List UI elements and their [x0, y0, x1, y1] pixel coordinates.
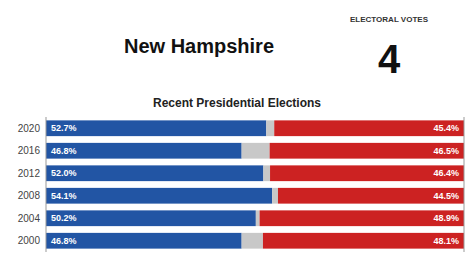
data-label: 52.7%: [51, 123, 77, 133]
data-label: 48.1%: [433, 236, 459, 246]
axis-line: [464, 117, 465, 252]
data-label: 46.8%: [51, 146, 77, 156]
data-label: 52.0%: [51, 168, 77, 178]
tick-label: 2016: [18, 145, 41, 156]
bar-segment: [266, 120, 274, 136]
bar-segment: [46, 120, 266, 136]
data-label: 48.9%: [433, 213, 459, 223]
tick-label: 2012: [18, 168, 41, 179]
bar-segment: [242, 143, 270, 159]
data-label: 46.5%: [433, 146, 459, 156]
state-name: New Hampshire: [124, 35, 274, 57]
data-label: 45.4%: [433, 123, 459, 133]
bar-segment: [274, 120, 464, 136]
data-label: 44.5%: [433, 191, 459, 201]
tick-label: 2004: [18, 213, 41, 224]
bar-segment: [272, 188, 278, 204]
tick-label: 2020: [18, 123, 41, 134]
bar-segment: [263, 233, 464, 249]
data-label: 46.8%: [51, 236, 77, 246]
bars: [46, 120, 464, 248]
bar-segment: [46, 233, 242, 249]
bar-segment: [46, 188, 272, 204]
bar-segment: [46, 165, 263, 181]
bar-segment: [263, 165, 270, 181]
labels: 52.7% 45.4% 46.8% 46.5% 52.0% 46.4% 54.1% 44.5%…: [51, 123, 459, 246]
bar-segment: [278, 188, 464, 204]
title: Recent Presidential Elections: [153, 96, 321, 110]
data-label: 50.2%: [51, 213, 77, 223]
electoral-votes: 4: [378, 37, 401, 81]
tick-label: 2000: [18, 235, 41, 246]
bar-segment: [46, 143, 242, 159]
data-label: 54.1%: [51, 191, 77, 201]
bar-segment: [270, 143, 464, 159]
data-label: 46.4%: [433, 168, 459, 178]
bar-segment: [256, 210, 260, 226]
tick-label: 2008: [18, 190, 41, 201]
bar-segment: [260, 210, 464, 226]
bar-segment: [46, 210, 256, 226]
bar-segment: [242, 233, 263, 249]
electoral-label: ELECTORAL VOTES: [350, 15, 429, 24]
axis-line: [46, 117, 47, 252]
chart: New Hampshire ELECTORAL VOTES 4 Recent Pres…: [0, 0, 474, 258]
bar-segment: [270, 165, 464, 181]
